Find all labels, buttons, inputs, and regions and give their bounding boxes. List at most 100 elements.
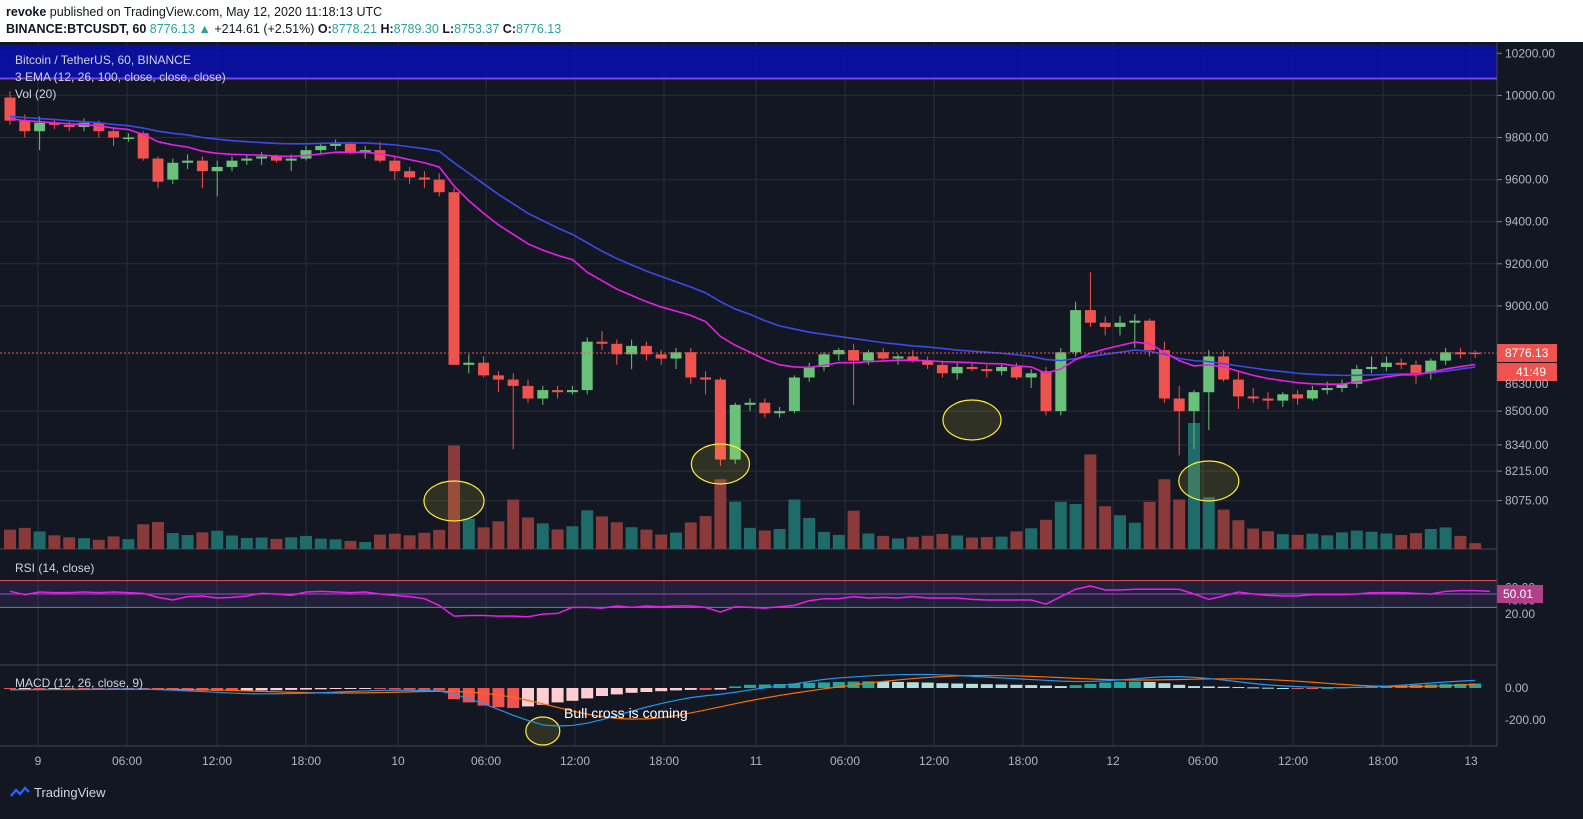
candle-body [1262, 398, 1274, 401]
volume-bar [936, 533, 949, 549]
candle-body [285, 158, 297, 161]
candle-body [877, 352, 889, 359]
candle-body [1232, 379, 1244, 397]
candle-body [152, 158, 164, 182]
macd-histogram-bar [951, 683, 964, 688]
candle-body [418, 177, 430, 180]
publisher-name[interactable]: revoke [6, 5, 47, 19]
volume-bar [699, 516, 712, 549]
macd-pane [4, 673, 1482, 727]
macd-histogram-bar [906, 682, 919, 688]
macd-histogram-bar [551, 688, 564, 703]
candle-body [478, 362, 490, 376]
time-tick-label: 13 [1464, 754, 1478, 768]
countdown-tag [1497, 363, 1557, 382]
macd-histogram-bar [1454, 683, 1467, 688]
volume-bar [418, 532, 431, 549]
candle-body [137, 133, 149, 159]
candle-body [93, 122, 105, 132]
candle-body [1440, 352, 1452, 361]
rsi-value-tag [1497, 585, 1543, 603]
price-tick-label: 9200.00 [1505, 257, 1549, 271]
macd-histogram-bar [300, 688, 312, 690]
resistance-zone [0, 44, 1497, 79]
volume-bar [255, 537, 268, 549]
footer: TradingView [0, 777, 1583, 819]
close-label: C: [502, 22, 516, 36]
candle-body [211, 166, 223, 172]
volume-bar [462, 518, 475, 549]
volume-bar [625, 527, 638, 549]
candle-body [1173, 398, 1185, 412]
candle-body [1351, 369, 1363, 384]
chart-canvas[interactable]: 10200.0010000.009800.009600.009400.00920… [0, 42, 1583, 777]
open-value: 8778.21 [331, 22, 377, 36]
price-axis-bg [1497, 42, 1583, 777]
candle-body [1070, 310, 1082, 353]
price-tick-label: 9000.00 [1505, 299, 1549, 313]
macd-histogram-bar [1084, 683, 1097, 688]
candle-body [581, 341, 593, 391]
time-tick-label: 06:00 [112, 754, 142, 768]
price-tick-label: 8340.00 [1505, 438, 1549, 452]
volume-bar [1321, 535, 1334, 549]
macd-histogram-bar [78, 688, 90, 689]
candle-body [1469, 352, 1481, 355]
macd-histogram-bar [892, 681, 904, 688]
time-axis-bg [0, 746, 1497, 774]
candle-body [936, 364, 948, 374]
volume-bar [1247, 528, 1260, 549]
time-tick-label: 12:00 [1278, 754, 1308, 768]
macd-histogram-bar [966, 683, 978, 688]
volume-bar [892, 538, 904, 549]
candle-body [552, 390, 564, 393]
candle-body [626, 345, 638, 355]
candle-body [818, 354, 830, 367]
macd-histogram-bar [137, 688, 150, 689]
candle-body [1010, 366, 1022, 378]
volume-bar [847, 510, 860, 549]
candle-body [729, 404, 741, 460]
macd-histogram-bar [418, 688, 431, 690]
macd-histogram-bar [995, 684, 1008, 688]
candle-body [1203, 356, 1215, 393]
time-tick-label: 12:00 [560, 754, 590, 768]
price-tick-label: 8215.00 [1505, 464, 1549, 478]
price-tick-label: 8500.00 [1505, 404, 1549, 418]
macd-histogram-bar [240, 688, 253, 691]
candle-body [922, 360, 934, 365]
last-price-label: 8776.13 [1505, 346, 1549, 360]
tradingview-icon [10, 785, 30, 797]
macd-histogram-bar [536, 688, 549, 705]
macd-histogram-bar [625, 688, 638, 693]
tradingview-logo[interactable]: TradingView [10, 785, 106, 800]
volume-bar [1143, 501, 1156, 549]
rsi-line [9, 585, 1491, 618]
macd-histogram-bar [862, 681, 875, 688]
macd-histogram-bar [1040, 685, 1052, 688]
candle-body [63, 124, 75, 127]
volume-bar [980, 537, 993, 549]
volume-bar [1158, 479, 1171, 549]
volume-bar [78, 538, 90, 549]
candle-body [951, 366, 963, 374]
macd-histogram-bar [1321, 687, 1334, 689]
candle-body [167, 162, 179, 180]
time-tick-label: 18:00 [291, 754, 321, 768]
volume-bar [196, 532, 209, 549]
candle-body [611, 343, 623, 355]
candle-body [759, 402, 771, 414]
volume-bar [1262, 531, 1274, 549]
candle-body [19, 120, 31, 132]
price-tick-label: 8630.00 [1505, 377, 1549, 391]
candle-body [404, 171, 416, 178]
volume-bar [640, 529, 653, 549]
macd-tick-label: -200.00 [1505, 713, 1546, 727]
volume-bar [1350, 530, 1363, 549]
macd-histogram-bar [388, 688, 401, 690]
candle-body [1188, 392, 1200, 412]
volume-bar [921, 535, 934, 549]
volume-bar [832, 534, 845, 549]
candle-body [330, 143, 342, 146]
volume-bar [240, 537, 253, 549]
